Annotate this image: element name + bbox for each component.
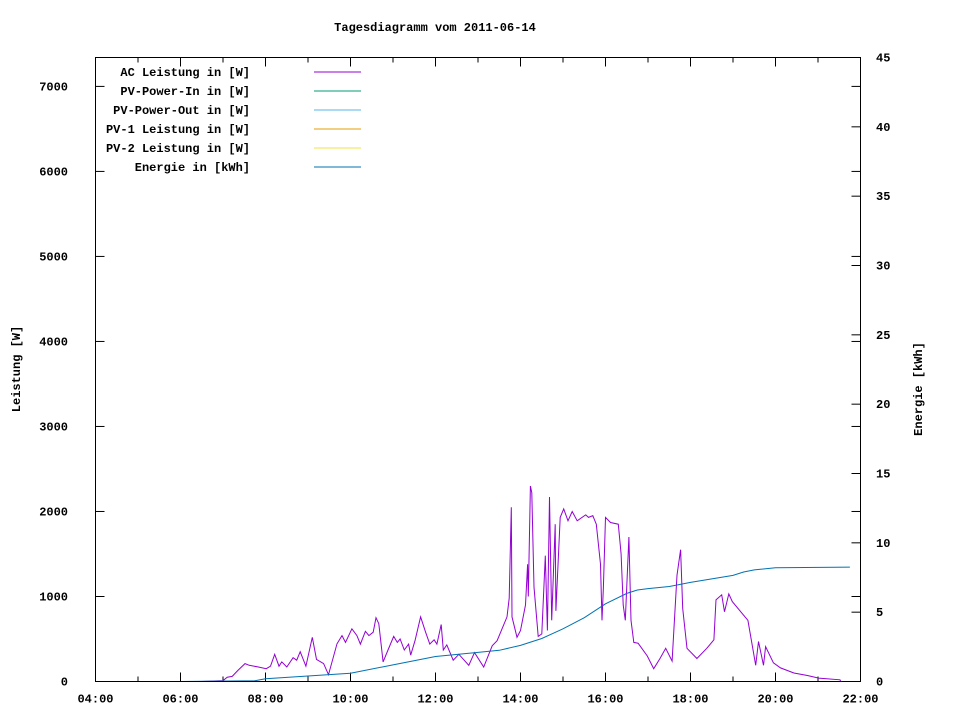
y2-tick-label: 20: [876, 398, 890, 412]
y2-axis-label: Energie [kWh]: [912, 342, 926, 436]
x-tick-label: 22:00: [842, 693, 878, 707]
y2-tick-label: 40: [876, 121, 890, 135]
y2-tick-label: 5: [876, 606, 883, 620]
y-tick-label: 1000: [39, 590, 68, 604]
series-line: [180, 566, 850, 682]
x-tick-label: 12:00: [417, 693, 453, 707]
y-tick-label: 5000: [39, 250, 68, 264]
y2-tick-label: 30: [876, 260, 890, 274]
y-tick-label: 0: [61, 676, 68, 690]
x-tick-label: 16:00: [587, 693, 623, 707]
y-axis-label: Leistung [W]: [10, 326, 24, 412]
y-tick-label: 7000: [39, 80, 68, 94]
x-tick-label: 08:00: [247, 693, 283, 707]
x-tick-label: 14:00: [502, 693, 538, 707]
plot-border: [95, 57, 861, 682]
y-tick-label: 4000: [39, 335, 68, 349]
y-tick-label: 2000: [39, 505, 68, 519]
x-tick-label: 18:00: [672, 693, 708, 707]
x-tick-label: 06:00: [162, 693, 198, 707]
x-tick-label: 10:00: [332, 693, 368, 707]
y2-tick-label: 0: [876, 676, 883, 690]
legend-label: Energie in [kWh]: [135, 161, 250, 175]
y2-tick-label: 15: [876, 468, 890, 482]
x-tick-label: 04:00: [77, 693, 113, 707]
y2-tick-label: 45: [876, 52, 890, 66]
series-line: [180, 485, 850, 682]
x-tick-label: 20:00: [757, 693, 793, 707]
y2-tick-label: 10: [876, 537, 890, 551]
legend-label: PV-Power-Out in [W]: [113, 104, 250, 118]
y-tick-label: 6000: [39, 165, 68, 179]
y2-tick-label: 25: [876, 329, 890, 343]
legend-label: PV-2 Leistung in [W]: [106, 142, 250, 156]
chart-title: Tagesdiagramm vom 2011-06-14: [334, 21, 536, 35]
legend-label: AC Leistung in [W]: [120, 66, 250, 80]
legend-label: PV-Power-In in [W]: [120, 85, 250, 99]
y-tick-label: 3000: [39, 420, 68, 434]
legend-label: PV-1 Leistung in [W]: [106, 123, 250, 137]
y2-tick-label: 35: [876, 190, 890, 204]
